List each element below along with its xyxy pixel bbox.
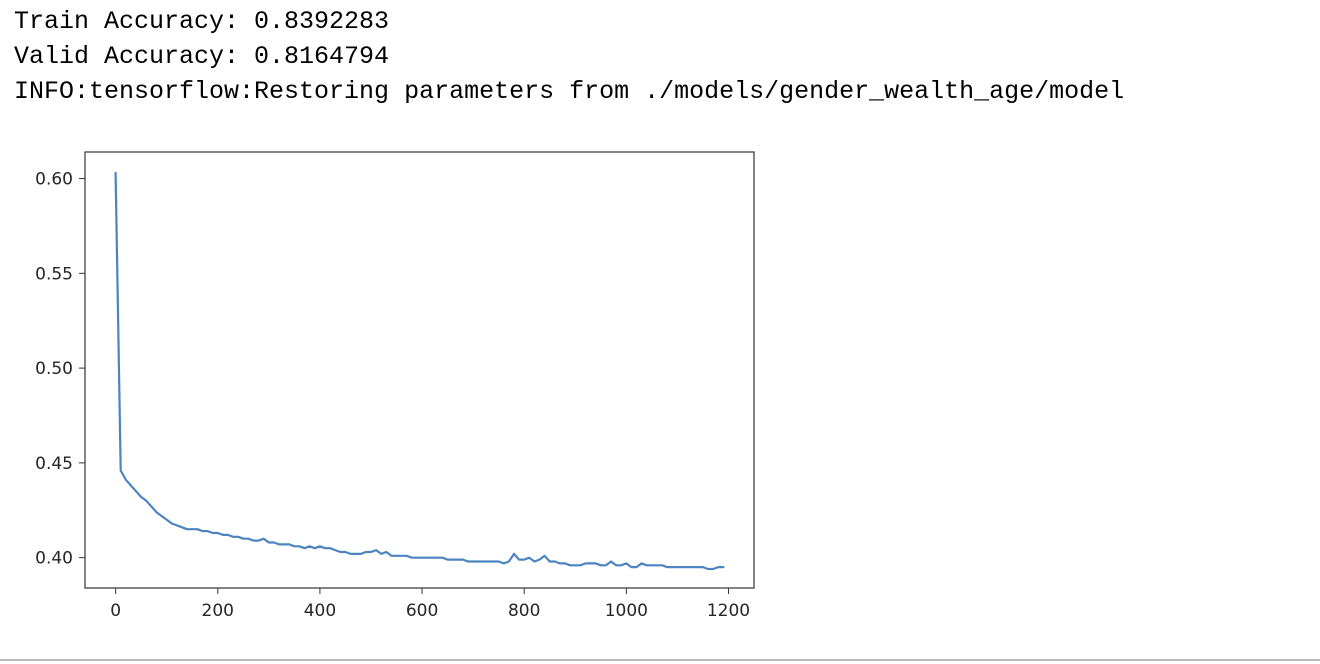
y-tick-label: 0.40 bbox=[35, 549, 73, 569]
series-line-loss bbox=[114, 171, 725, 571]
y-tick-label: 0.50 bbox=[35, 359, 73, 379]
train-accuracy-line: Train Accuracy: 0.8392283 bbox=[14, 7, 390, 36]
loss-chart: 0 200 400 600 800 1000 1200 0.40 0.45 0.50 0.55 0.6… bbox=[0, 120, 800, 640]
x-tick-label: 400 bbox=[304, 601, 336, 621]
x-tick-label: 200 bbox=[202, 601, 234, 621]
x-tick-label: 1200 bbox=[707, 601, 750, 621]
cell-output-text: Train Accuracy: 0.8392283 Valid Accuracy… bbox=[14, 0, 1314, 116]
plot-area-frame bbox=[84, 151, 755, 589]
cell-bottom-divider bbox=[0, 659, 1320, 661]
loss-chart-svg: 0 200 400 600 800 1000 1200 0.40 0.45 0.50 0.55 0.6… bbox=[35, 151, 755, 621]
x-tick-label: 1000 bbox=[605, 601, 648, 621]
valid-accuracy-line: Valid Accuracy: 0.8164794 bbox=[14, 42, 390, 71]
y-tick-label: 0.45 bbox=[35, 454, 73, 474]
x-tick-label: 0 bbox=[110, 601, 121, 621]
x-tick-label: 600 bbox=[406, 601, 438, 621]
y-tick-label: 0.55 bbox=[35, 264, 73, 284]
y-tick-label: 0.60 bbox=[35, 170, 73, 190]
x-tick-label: 800 bbox=[508, 601, 540, 621]
axis-ticks: 0 200 400 600 800 1000 1200 0.40 0.45 0.50 0.55 0.6… bbox=[35, 170, 750, 621]
tensorflow-info-line: INFO:tensorflow:Restoring parameters fro… bbox=[14, 77, 1125, 106]
